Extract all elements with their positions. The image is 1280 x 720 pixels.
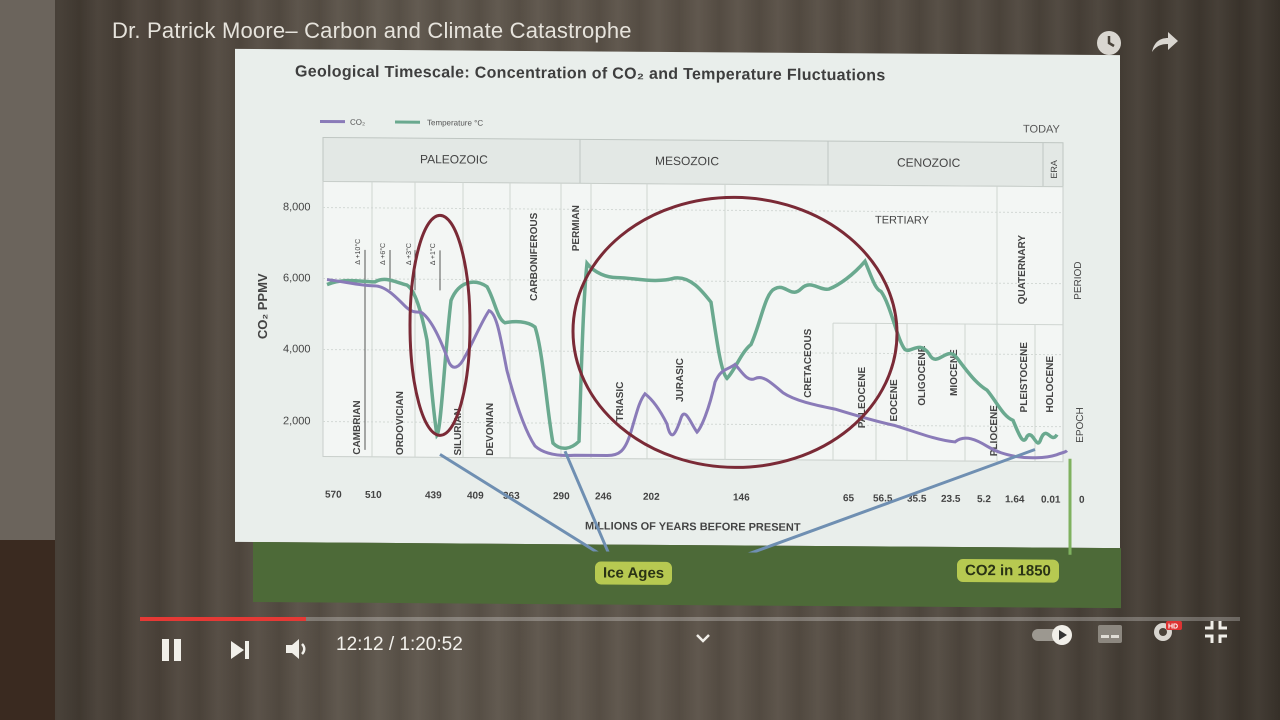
temp-mark-6: Δ +6°C: [379, 243, 387, 265]
period-cambrian: CAMBRIAN: [352, 400, 363, 455]
share-icon[interactable]: [1148, 28, 1180, 62]
epoch-pliocene: PLIOCENE: [989, 405, 1000, 457]
temp-mark-10: Δ +10°C: [354, 239, 362, 265]
xtick-0: 0: [1079, 495, 1085, 506]
xtick-56-5: 56.5: [873, 493, 893, 504]
era-mesozoic: MESOZOIC: [655, 154, 719, 168]
xtick-146: 146: [733, 492, 750, 503]
xtick-246: 246: [595, 491, 612, 502]
era-paleozoic: PALEOZOIC: [420, 152, 488, 166]
clock-icon[interactable]: [1094, 28, 1124, 64]
time-current: 12:12: [336, 634, 384, 655]
xtick-65: 65: [843, 493, 855, 504]
period-devonian: DEVONIAN: [485, 403, 496, 456]
time-total: 1:20:52: [399, 634, 463, 655]
xtick-510: 510: [365, 490, 382, 501]
epoch-eocene: EOCENE: [889, 379, 900, 422]
xtick-409: 409: [467, 491, 484, 502]
xtick-1-64: 1.64: [1005, 494, 1025, 505]
xtick-570: 570: [325, 490, 342, 501]
ytick-2000: 2,000: [283, 415, 311, 427]
xtick-23-5: 23.5: [941, 494, 961, 505]
ice-ages-callout: Ice Ages: [595, 561, 673, 585]
next-icon[interactable]: [228, 638, 252, 668]
xtick-439: 439: [425, 490, 442, 501]
time-display: 12:12 / 1:20:52: [336, 634, 463, 656]
video-title[interactable]: Dr. Patrick Moore– Carbon and Climate Ca…: [112, 18, 632, 43]
period-jurasic: JURASIC: [675, 358, 686, 402]
era-label: ERA: [1049, 160, 1059, 179]
epoch-miocene: MIOCENE: [949, 349, 960, 396]
era-cenozoic: CENOZOIC: [897, 156, 961, 170]
x-axis-label: MILLIONS OF YEARS BEFORE PRESENT: [585, 520, 801, 534]
progress-bar[interactable]: [140, 617, 1240, 621]
subtitles-icon[interactable]: [1096, 622, 1124, 652]
today-label: TODAY: [1023, 123, 1061, 135]
settings-icon[interactable]: HD: [1150, 618, 1184, 652]
co2-1850-callout: CO2 in 1850: [957, 558, 1059, 583]
projected-slide: Geological Timescale: Concentration of C…: [235, 48, 1121, 609]
quaternary-label: QUATERNARY: [1017, 235, 1028, 305]
period-cretaceous: CRETACEOUS: [803, 328, 814, 398]
legend-co2: CO₂: [350, 118, 365, 127]
callout-leaders: [439, 448, 1036, 556]
period-carboniferous: CARBONIFEROUS: [529, 212, 540, 301]
epoch-oligocene: OLIGOCENE: [917, 345, 928, 405]
xtick-290: 290: [553, 491, 570, 502]
period-permian: PERMIAN: [571, 205, 582, 251]
xtick-202: 202: [643, 492, 660, 503]
volume-icon[interactable]: [284, 636, 312, 668]
period-triasic: TRIASIC: [615, 382, 626, 422]
circle-paleozoic-ice-age: [408, 213, 472, 437]
fullscreen-exit-icon[interactable]: [1202, 618, 1230, 652]
legend-temperature: Temperature °C: [427, 118, 483, 127]
xtick-363: 363: [503, 491, 520, 502]
ytick-4000: 4,000: [283, 343, 311, 355]
period-label: PERIOD: [1073, 261, 1084, 299]
ytick-6000: 6,000: [283, 272, 311, 284]
epoch-pleistocene: PLEISTOCENE: [1019, 342, 1030, 413]
period-ordovician: ORDOVICIAN: [395, 391, 406, 455]
xtick-35-5: 35.5: [907, 494, 927, 505]
tertiary-label: TERTIARY: [875, 214, 930, 226]
epoch-label: EPOCH: [1075, 407, 1086, 443]
temp-mark-1: Δ +1°C: [429, 243, 437, 265]
time-separator: /: [383, 634, 400, 655]
xtick-0-01: 0.01: [1041, 495, 1061, 506]
pause-icon[interactable]: [158, 636, 186, 670]
period-silurian: SILURIAN: [453, 408, 464, 455]
autoplay-toggle-icon[interactable]: [1030, 622, 1076, 652]
y-axis-label: CO₂ PPMV: [255, 273, 270, 339]
co2-temperature-chart: CO₂ Temperature °C TODAY PALEOZOIC MESOZ…: [255, 118, 1086, 556]
epoch-paleocene: PALEOCENE: [857, 366, 868, 428]
circle-mesozoic: [571, 195, 899, 469]
progress-bar-fill: [140, 617, 307, 621]
xtick-5-2: 5.2: [977, 494, 991, 505]
wall-frame: [0, 540, 55, 720]
chevron-down-icon[interactable]: [694, 626, 712, 652]
hd-badge: HD: [1168, 624, 1178, 631]
temp-mark-3: Δ +3°C: [405, 243, 413, 265]
ytick-8000: 8,000: [283, 201, 311, 213]
co2-curve: [326, 278, 1069, 460]
epoch-holocene: HOLOCENE: [1045, 356, 1056, 413]
